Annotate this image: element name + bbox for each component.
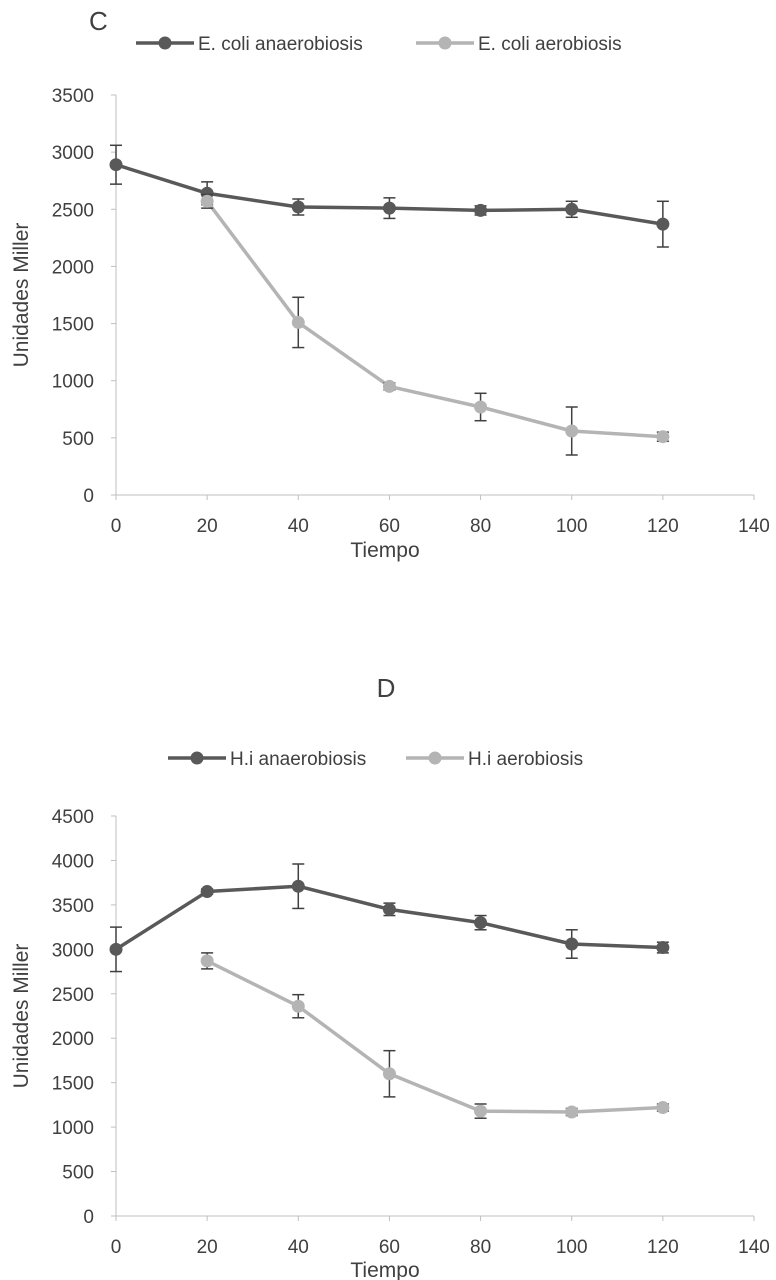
legend-label-1: E. coli aerobiosis bbox=[478, 34, 622, 55]
y-tick-label: 3000 bbox=[52, 940, 94, 961]
y-tick-label: 3500 bbox=[52, 86, 94, 107]
data-point bbox=[382, 1067, 396, 1081]
y-tick-label: 3500 bbox=[52, 896, 94, 917]
y-axis-title: Unidades Miller bbox=[10, 944, 33, 1089]
series-line-1 bbox=[206, 959, 663, 1114]
data-point bbox=[474, 1104, 488, 1118]
y-tick-label: 2500 bbox=[52, 985, 94, 1006]
chart-c: C E. coli anaerobiosis E. coli aerobiosis 0… bbox=[10, 6, 770, 562]
x-tick-label: 80 bbox=[470, 516, 491, 537]
data-point bbox=[109, 942, 123, 956]
legend-label-1: H.i aerobiosis bbox=[468, 749, 583, 770]
data-point bbox=[291, 200, 305, 214]
panel-label: C bbox=[89, 6, 108, 36]
data-point bbox=[291, 999, 305, 1013]
data-point bbox=[656, 941, 670, 955]
y-axis-title: Unidades Miller bbox=[10, 223, 33, 368]
x-tick-label: 140 bbox=[738, 516, 770, 537]
x-tick-label: 140 bbox=[738, 1237, 770, 1258]
legend-marker-0 bbox=[190, 751, 204, 765]
x-tick-label: 40 bbox=[288, 1237, 309, 1258]
data-point bbox=[200, 885, 214, 899]
series-line-1 bbox=[205, 200, 663, 439]
y-tick-label: 3000 bbox=[52, 143, 94, 164]
data-point bbox=[382, 201, 396, 215]
x-tick-label: 100 bbox=[556, 1237, 588, 1258]
data-point bbox=[474, 203, 488, 217]
data-point bbox=[200, 194, 214, 208]
legend-label-0: E. coli anaerobiosis bbox=[198, 34, 363, 55]
legend-marker-1 bbox=[438, 36, 452, 50]
y-tick-label: 0 bbox=[83, 1207, 94, 1228]
data-point bbox=[291, 879, 305, 893]
data-point bbox=[291, 315, 305, 329]
x-tick-label: 20 bbox=[197, 1237, 218, 1258]
panel-label: D bbox=[377, 673, 396, 703]
y-tick-label: 1500 bbox=[52, 1074, 94, 1095]
y-tick-label: 1500 bbox=[52, 315, 94, 336]
x-tick-label: 60 bbox=[379, 516, 400, 537]
data-point bbox=[565, 202, 579, 216]
data-point bbox=[382, 902, 396, 916]
data-point bbox=[656, 217, 670, 231]
y-tick-label: 4500 bbox=[52, 807, 94, 828]
y-tick-label: 500 bbox=[62, 1163, 94, 1184]
x-tick-label: 40 bbox=[288, 516, 309, 537]
data-point bbox=[656, 1101, 670, 1115]
x-axis-title: Tiempo bbox=[350, 539, 419, 562]
data-point bbox=[109, 158, 123, 172]
chart-d: DH.i anaerobiosis H.i aerobiosis050010001… bbox=[10, 673, 770, 1280]
y-tick-label: 4000 bbox=[52, 851, 94, 872]
x-tick-label: 120 bbox=[647, 516, 679, 537]
x-tick-label: 60 bbox=[379, 1237, 400, 1258]
x-tick-label: 100 bbox=[556, 516, 588, 537]
x-axis-title: Tiempo bbox=[350, 1259, 419, 1280]
y-tick-label: 2500 bbox=[52, 200, 94, 221]
legend-marker-0 bbox=[158, 36, 172, 50]
y-tick-label: 2000 bbox=[52, 257, 94, 278]
y-tick-label: 2000 bbox=[52, 1029, 94, 1050]
data-point bbox=[565, 937, 579, 951]
y-tick-label: 0 bbox=[83, 486, 94, 507]
series-line-0 bbox=[115, 884, 663, 951]
data-point bbox=[200, 954, 214, 968]
data-point bbox=[474, 916, 488, 930]
data-point bbox=[656, 430, 670, 444]
data-point bbox=[565, 424, 579, 438]
data-point bbox=[565, 1105, 579, 1119]
x-tick-label: 0 bbox=[111, 1237, 122, 1258]
y-tick-label: 1000 bbox=[52, 1118, 94, 1139]
x-tick-label: 80 bbox=[470, 1237, 491, 1258]
y-tick-label: 500 bbox=[62, 429, 94, 450]
data-point bbox=[474, 400, 488, 414]
x-tick-label: 0 bbox=[111, 516, 122, 537]
x-tick-label: 120 bbox=[647, 1237, 679, 1258]
y-tick-label: 1000 bbox=[52, 372, 94, 393]
legend-marker-1 bbox=[428, 751, 442, 765]
x-tick-label: 20 bbox=[197, 516, 218, 537]
data-point bbox=[382, 379, 396, 393]
legend-label-0: H.i anaerobiosis bbox=[230, 749, 366, 770]
